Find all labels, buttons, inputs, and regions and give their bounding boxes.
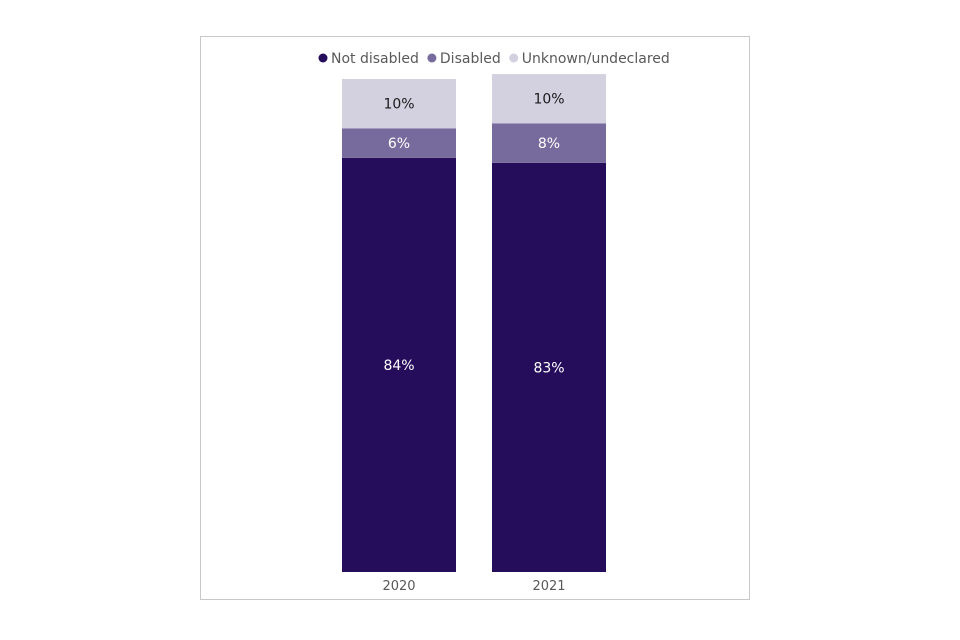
legend-label-unknown-undeclared: Unknown/undeclared — [522, 51, 670, 67]
legend: Not disabled Disabled Unknown/undeclared — [318, 51, 670, 67]
x-tick-2020: 2020 — [382, 579, 415, 594]
bar-2021-unknown-undeclared — [492, 74, 606, 124]
bar-2020-unknown-undeclared — [342, 79, 456, 129]
bar-2021-disabled — [492, 123, 606, 163]
bar-2020-not-disabled — [342, 157, 456, 572]
legend-marker-disabled — [427, 53, 437, 63]
legend-label-disabled: Disabled — [440, 51, 501, 67]
legend-label-not-disabled: Not disabled — [331, 51, 419, 67]
data-label-2021-disabled: 8% — [538, 136, 560, 152]
legend-marker-unknown-undeclared — [509, 53, 519, 63]
x-tick-2021: 2021 — [532, 579, 565, 594]
data-label-2020-not-disabled: 84% — [383, 358, 414, 374]
chart-frame: Not disabled Disabled Unknown/undeclared 8… — [200, 36, 750, 600]
data-labels: 84% 6% 10% 83% 8% 10% — [383, 92, 564, 377]
data-label-2021-unknown-undeclared: 10% — [533, 92, 564, 108]
data-label-2020-unknown-undeclared: 10% — [383, 97, 414, 113]
data-label-2021-not-disabled: 83% — [533, 360, 564, 376]
x-axis-ticks: 2020 2021 — [382, 579, 565, 594]
legend-marker-not-disabled — [318, 53, 328, 63]
bar-2020-disabled — [342, 128, 456, 158]
bars — [342, 74, 606, 572]
data-label-2020-disabled: 6% — [388, 136, 410, 152]
bar-2021-not-disabled — [492, 162, 606, 572]
stacked-bar-chart: Not disabled Disabled Unknown/undeclared 8… — [318, 51, 670, 594]
